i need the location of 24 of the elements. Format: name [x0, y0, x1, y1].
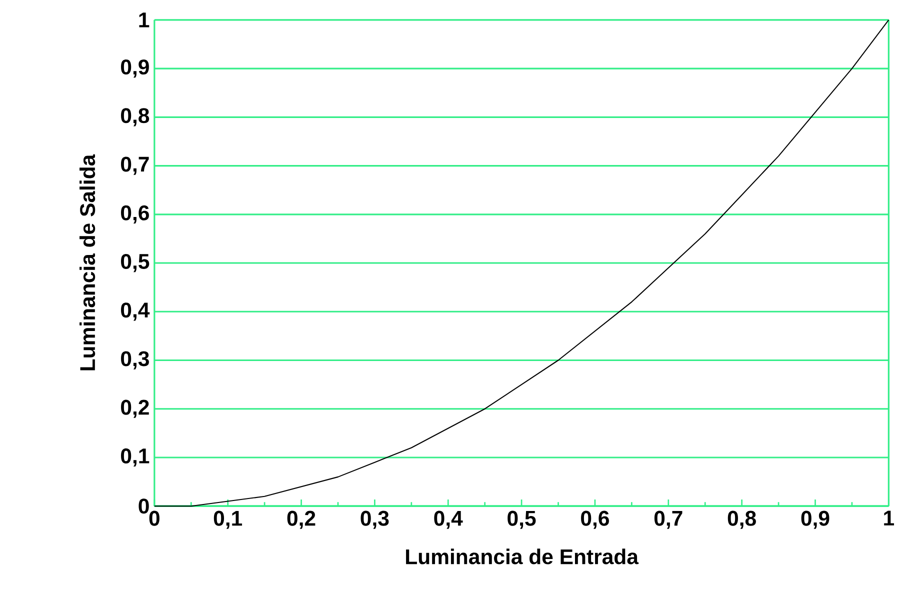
x-tick-label: 0,3 — [360, 510, 389, 530]
y-tick-label: 0,7 — [121, 156, 149, 175]
x-tick-label: 0,5 — [508, 510, 536, 530]
y-tick-label: 0 — [138, 498, 149, 514]
y-tick-label: 0,6 — [121, 205, 149, 224]
y-tick-label: 0,3 — [121, 351, 149, 370]
y-tick-label: 0,8 — [121, 108, 150, 126]
y-tick-label: 0,4 — [121, 302, 150, 321]
y-tick-label: 0,1 — [121, 448, 150, 467]
x-axis-title: Luminancia de Entrada — [406, 548, 639, 564]
y-tick-label: 0,5 — [121, 254, 150, 272]
x-tick-label: 0,6 — [581, 510, 609, 530]
x-tick-label: 0,8 — [728, 510, 756, 530]
y-axis-title: Luminancia de Salida — [80, 154, 96, 370]
x-tick-label: 0,1 — [214, 510, 242, 530]
y-tick-label: 0,2 — [121, 400, 149, 418]
x-tick-label: 1 — [884, 510, 894, 526]
x-tick-label: 0 — [149, 510, 160, 526]
x-tick-label: 0,4 — [434, 510, 463, 530]
y-tick-label: 1 — [139, 12, 150, 28]
x-tick-label: 0,9 — [801, 510, 830, 530]
x-tick-label: 0,7 — [654, 510, 682, 530]
x-tick-label: 0,2 — [287, 510, 316, 530]
y-tick-label: 0,9 — [121, 60, 149, 78]
